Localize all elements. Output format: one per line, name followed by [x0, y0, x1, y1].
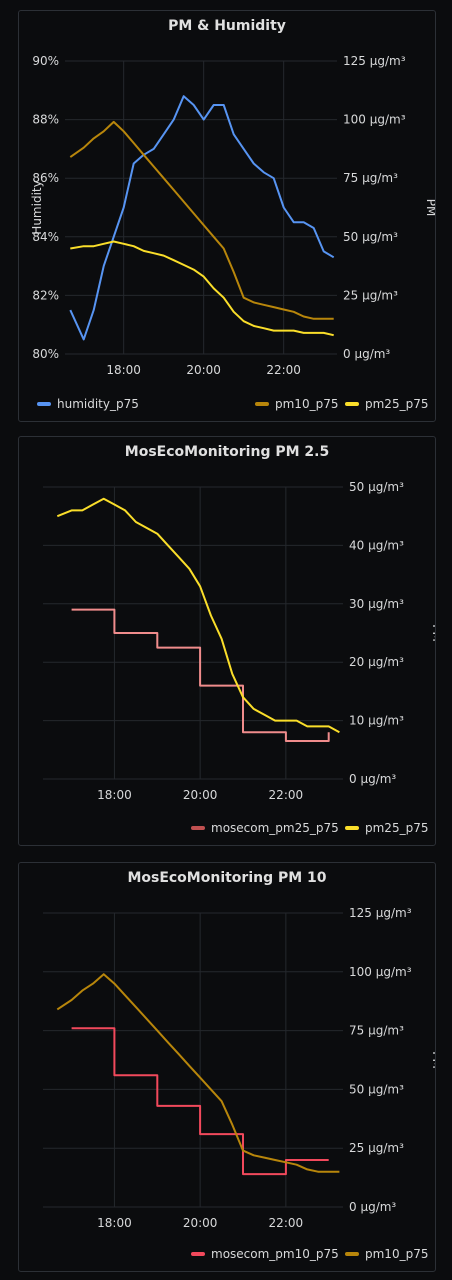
panel-title[interactable]: MosEcoMonitoring PM 10: [127, 870, 327, 886]
y-tick-label-right: 125 µg/m³: [349, 906, 412, 920]
chart-mosecom-pm10: 0 µg/m³ 25 µg/m³ 50 µg/m³ 75 µg/m³ 100 µg/m³…: [43, 906, 435, 1230]
chart-mosecom-pm25: 0 µg/m³ 10 µg/m³ 20 µg/m³ 30 µg/m³ 40 µg/m³ 5…: [43, 480, 435, 802]
series-line-pm10-p75: [56, 973, 340, 1173]
y-tick-label-right: 75 µg/m³: [343, 171, 398, 185]
y-tick-label-right: 30 µg/m³: [349, 597, 404, 611]
y-tick-label-right: 10 µg/m³: [349, 714, 404, 728]
y-tick-label-right: 50 µg/m³: [349, 1082, 404, 1096]
legend-swatch: [255, 402, 269, 406]
y-axis-label-left: Humidity: [30, 180, 44, 234]
series-line-pm10-p75: [69, 120, 334, 320]
panel-mosecom-pm10: MosEcoMonitoring PM 10 0 µg/m³ 25 µg/m³ 50…: [18, 862, 436, 1272]
y-tick-label-right: 40 µg/m³: [349, 538, 404, 552]
y-tick-label-left: 82%: [32, 288, 59, 302]
y-tick-label-left: 88%: [32, 113, 59, 127]
legend-item-pm10[interactable]: pm10_p75: [345, 1247, 428, 1261]
x-tick-label: 20:00: [183, 1216, 218, 1230]
legend-swatch: [191, 1252, 205, 1256]
x-tick-label: 20:00: [183, 788, 218, 802]
legend-label: mosecom_pm25_p75: [211, 821, 339, 835]
y-tick-label-right: 20 µg/m³: [349, 655, 404, 669]
chart-pm-humidity: 0 µg/m³ 25 µg/m³ 50 µg/m³ 75 µg/m³ 100 µg/m³…: [30, 54, 435, 377]
series-line-mosecom-pm10-p75: [71, 1027, 329, 1176]
y-tick-label-right: 25 µg/m³: [343, 288, 398, 302]
x-tick-label: 20:00: [186, 363, 221, 377]
legend-item-pm25[interactable]: pm25_p75: [345, 397, 428, 411]
y-tick-label-left: 80%: [32, 347, 59, 361]
legend-swatch: [345, 1252, 359, 1256]
series-line-mosecom-pm25-p75: [71, 608, 330, 742]
y-axis-label-right: PM: [430, 624, 435, 642]
legend-label: pm25_p75: [365, 397, 429, 411]
y-tick-label-left: 84%: [32, 230, 59, 244]
legend-swatch: [37, 402, 51, 406]
panel-pm-humidity: PM & Humidity 0 µg/m³ 25 µg/m³ 50 µg/m³ 75 …: [18, 10, 436, 422]
y-axis-label-right: PM: [424, 199, 435, 217]
legend-label: humidity_p75: [57, 397, 139, 411]
legend-label: pm10_p75: [275, 397, 339, 411]
panel-title[interactable]: PM & Humidity: [168, 18, 286, 34]
y-tick-label-right: 100 µg/m³: [343, 113, 406, 127]
legend-item-humidity[interactable]: humidity_p75: [37, 397, 139, 411]
panel-title[interactable]: MosEcoMonitoring PM 2.5: [124, 444, 330, 460]
y-tick-label-right: 0 µg/m³: [343, 347, 390, 361]
legend-item-mosecom-pm10[interactable]: mosecom_pm10_p75: [191, 1247, 339, 1261]
legend-label: mosecom_pm10_p75: [211, 1247, 339, 1261]
series-line-pm25-p75: [56, 497, 340, 734]
x-tick-label: 18:00: [106, 363, 141, 377]
legend-item-mosecom-pm25[interactable]: mosecom_pm25_p75: [191, 821, 339, 835]
legend-item-pm10[interactable]: pm10_p75: [255, 397, 338, 411]
legend-item-pm25[interactable]: pm25_p75: [345, 821, 428, 835]
x-tick-label: 18:00: [97, 788, 132, 802]
panel-mosecom-pm25: MosEcoMonitoring PM 2.5 0 µg/m³ 10 µg/m³ 2…: [18, 436, 436, 846]
legend-label: pm25_p75: [365, 821, 429, 835]
x-tick-label: 22:00: [269, 788, 304, 802]
x-tick-label: 22:00: [266, 363, 301, 377]
y-tick-label-left: 86%: [32, 171, 59, 185]
series-line-pm25-p75: [70, 240, 334, 337]
y-tick-label-right: 75 µg/m³: [349, 1024, 404, 1038]
legend-swatch: [345, 826, 359, 830]
legend-swatch: [345, 402, 359, 406]
y-tick-label-right: 50 µg/m³: [349, 480, 404, 494]
legend-label: pm10_p75: [365, 1247, 429, 1261]
y-tick-label-right: 0 µg/m³: [349, 1200, 396, 1214]
x-tick-label: 22:00: [269, 1216, 304, 1230]
y-tick-label-right: 125 µg/m³: [343, 54, 406, 68]
y-tick-label-left: 90%: [32, 54, 59, 68]
y-axis-label-right: PM: [430, 1051, 435, 1069]
y-tick-label-right: 0 µg/m³: [349, 772, 396, 786]
y-tick-label-right: 25 µg/m³: [349, 1141, 404, 1155]
legend-swatch: [191, 826, 205, 830]
y-tick-label-right: 100 µg/m³: [349, 965, 412, 979]
series-line-humidity-p75: [69, 95, 335, 341]
x-tick-label: 18:00: [97, 1216, 132, 1230]
y-tick-label-right: 50 µg/m³: [343, 230, 398, 244]
